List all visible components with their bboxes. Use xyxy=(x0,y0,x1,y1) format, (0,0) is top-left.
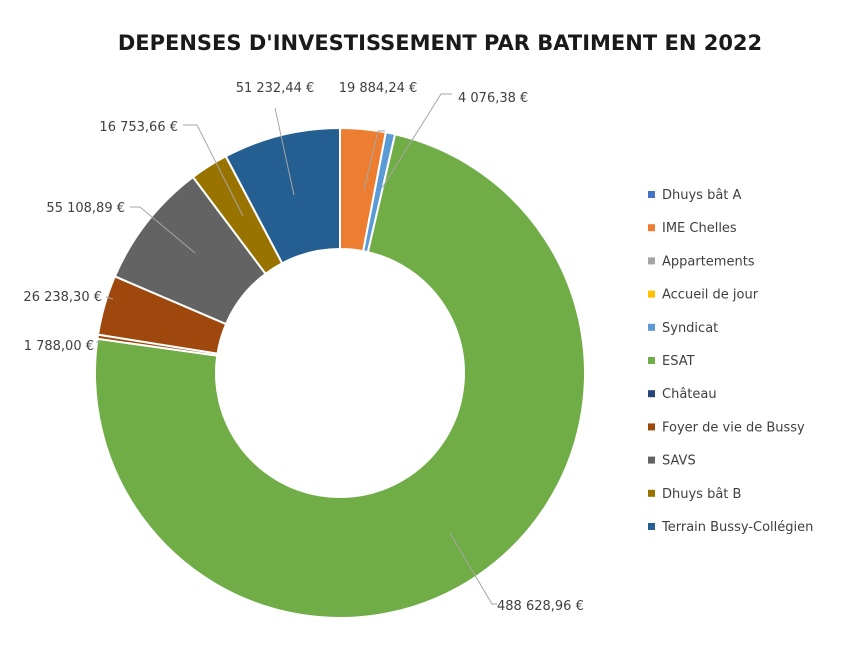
legend-swatch-11 xyxy=(648,523,655,530)
leader-line-10 xyxy=(130,206,196,254)
legend-swatch-9 xyxy=(648,456,655,464)
slice-12 xyxy=(224,126,341,265)
data-label-9: 26 238,30 € xyxy=(23,290,102,305)
slice-6 xyxy=(94,133,586,619)
data-labels-group: 19 884,24 € 4 076,38 € 488 628,96 € 1 788,0… xyxy=(23,81,583,614)
legend-swatch-1 xyxy=(648,191,655,198)
legend-swatch-2 xyxy=(648,224,655,232)
data-label-12: 51 232,44 € xyxy=(236,81,315,96)
legend-label-11: Terrain Bussy-Collégien xyxy=(661,520,813,535)
slices-group xyxy=(94,126,586,619)
chart-title: DEPENSES D'INVESTISSEMENT PAR BATIMENT E… xyxy=(118,31,762,55)
data-label-6: 488 628,96 € xyxy=(497,599,584,614)
leader-line-11 xyxy=(183,124,244,217)
legend-swatch-7 xyxy=(648,390,655,398)
legend-label-3: Appartements xyxy=(662,254,755,269)
legend-label-4: Accueil de jour xyxy=(662,288,759,303)
leader-line-2 xyxy=(363,130,385,191)
data-label-2: 19 884,24 € xyxy=(339,81,418,96)
legend-swatch-6 xyxy=(648,357,655,364)
leader-line-12 xyxy=(274,107,295,196)
leader-line-5 xyxy=(381,93,452,189)
data-label-8: 1 788,00 € xyxy=(24,339,94,354)
legend-label-6: ESAT xyxy=(662,354,695,369)
legend-label-7: Château xyxy=(662,387,717,402)
legend-label-2: IME Chelles xyxy=(662,221,737,236)
data-label-11: 16 753,66 € xyxy=(99,120,178,135)
data-label-10: 55 108,89 € xyxy=(46,201,125,216)
legend-label-9: SAVS xyxy=(662,454,696,469)
legend-swatch-10 xyxy=(648,489,655,497)
data-label-5: 4 076,38 € xyxy=(458,91,528,106)
legend-label-1: Dhuys bât A xyxy=(662,188,742,203)
legend: Dhuys bât A IME Chelles Appartements Accuei… xyxy=(648,188,813,535)
legend-swatch-8 xyxy=(648,423,655,431)
legend-label-5: Syndicat xyxy=(662,321,718,336)
leader-line-6 xyxy=(449,532,497,605)
legend-label-10: Dhuys bât B xyxy=(662,487,741,502)
leader-line-9 xyxy=(105,296,114,300)
leader-lines-group xyxy=(96,93,497,605)
legend-swatch-3 xyxy=(648,257,655,265)
legend-swatch-4 xyxy=(648,290,655,298)
legend-label-8: Foyer de vie de Bussy xyxy=(662,420,805,435)
legend-swatch-5 xyxy=(648,323,655,331)
